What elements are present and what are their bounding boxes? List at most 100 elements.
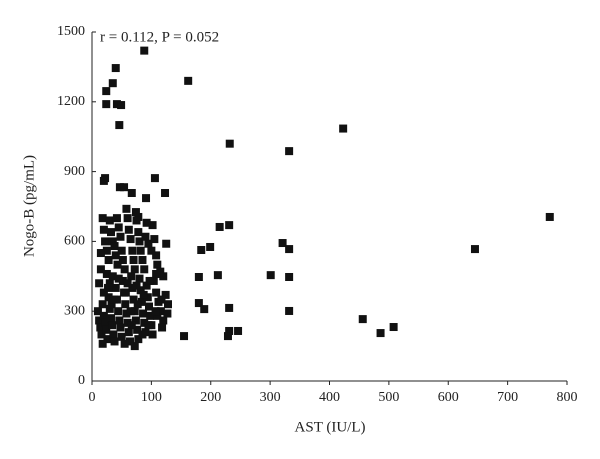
point <box>223 332 232 341</box>
point <box>97 330 106 339</box>
point <box>159 316 168 325</box>
point <box>156 307 165 316</box>
point <box>139 309 148 318</box>
point <box>104 293 113 302</box>
y-tick-label: 600 <box>64 234 85 249</box>
point <box>96 265 105 274</box>
point <box>152 269 161 278</box>
point <box>215 222 224 231</box>
point <box>111 64 120 73</box>
point <box>107 300 116 309</box>
point <box>122 309 131 318</box>
point <box>137 297 146 306</box>
point <box>118 276 127 285</box>
point <box>132 216 141 225</box>
point <box>234 326 243 335</box>
point <box>115 183 124 192</box>
x-tick-label: 0 <box>89 390 96 405</box>
point <box>103 335 112 344</box>
point <box>115 316 124 325</box>
point <box>108 321 117 330</box>
point <box>101 318 110 327</box>
point <box>278 239 287 248</box>
point <box>114 274 123 283</box>
point <box>145 276 154 285</box>
point <box>156 267 165 276</box>
point <box>120 339 129 348</box>
point <box>163 309 172 318</box>
point <box>102 325 111 334</box>
point <box>123 279 132 288</box>
point <box>159 272 168 281</box>
point <box>225 303 234 312</box>
x-tick-label: 600 <box>438 390 459 405</box>
point <box>146 311 155 320</box>
point <box>141 232 150 241</box>
point <box>98 300 107 309</box>
point <box>112 100 121 109</box>
point <box>152 288 161 297</box>
point <box>129 256 138 265</box>
point <box>116 323 125 332</box>
point <box>121 288 130 297</box>
point <box>102 269 111 278</box>
point <box>111 251 120 260</box>
x-tick-label: 200 <box>200 390 221 405</box>
point <box>99 288 108 297</box>
point <box>184 76 193 85</box>
y-tick-label: 0 <box>78 373 85 388</box>
point <box>127 189 136 198</box>
point <box>108 237 117 246</box>
point <box>136 246 145 255</box>
point <box>285 306 294 315</box>
point <box>117 101 126 110</box>
point <box>139 290 148 299</box>
point <box>95 316 104 325</box>
point <box>194 299 203 308</box>
point <box>339 124 348 133</box>
point <box>113 260 122 269</box>
point <box>162 239 171 248</box>
point <box>136 286 145 295</box>
point <box>107 228 115 237</box>
point <box>225 221 234 230</box>
point <box>112 214 121 223</box>
point <box>152 251 161 260</box>
point <box>153 260 162 269</box>
point <box>117 332 126 341</box>
point <box>109 330 118 339</box>
point <box>121 300 130 309</box>
point <box>158 323 167 332</box>
point <box>101 237 110 246</box>
point <box>110 242 119 251</box>
point <box>131 316 140 325</box>
point <box>123 214 132 223</box>
point <box>126 307 135 316</box>
point <box>147 246 156 255</box>
point <box>116 232 125 241</box>
point <box>206 242 215 251</box>
point <box>102 246 111 255</box>
point <box>180 332 189 341</box>
point <box>143 293 152 302</box>
point <box>126 337 134 346</box>
point <box>127 321 136 330</box>
point <box>122 204 131 213</box>
point <box>99 225 108 234</box>
point <box>102 100 111 109</box>
point <box>138 330 147 339</box>
point <box>120 265 129 274</box>
point <box>134 228 143 237</box>
point <box>138 256 147 265</box>
point <box>197 246 206 255</box>
point <box>130 342 139 351</box>
point <box>149 276 158 285</box>
point <box>148 221 157 230</box>
point <box>144 239 153 248</box>
point <box>225 326 234 335</box>
point <box>128 246 137 255</box>
y-axis-label: Nogo-B (pg/mL) <box>21 155 37 257</box>
point <box>126 235 135 244</box>
point <box>115 121 124 130</box>
